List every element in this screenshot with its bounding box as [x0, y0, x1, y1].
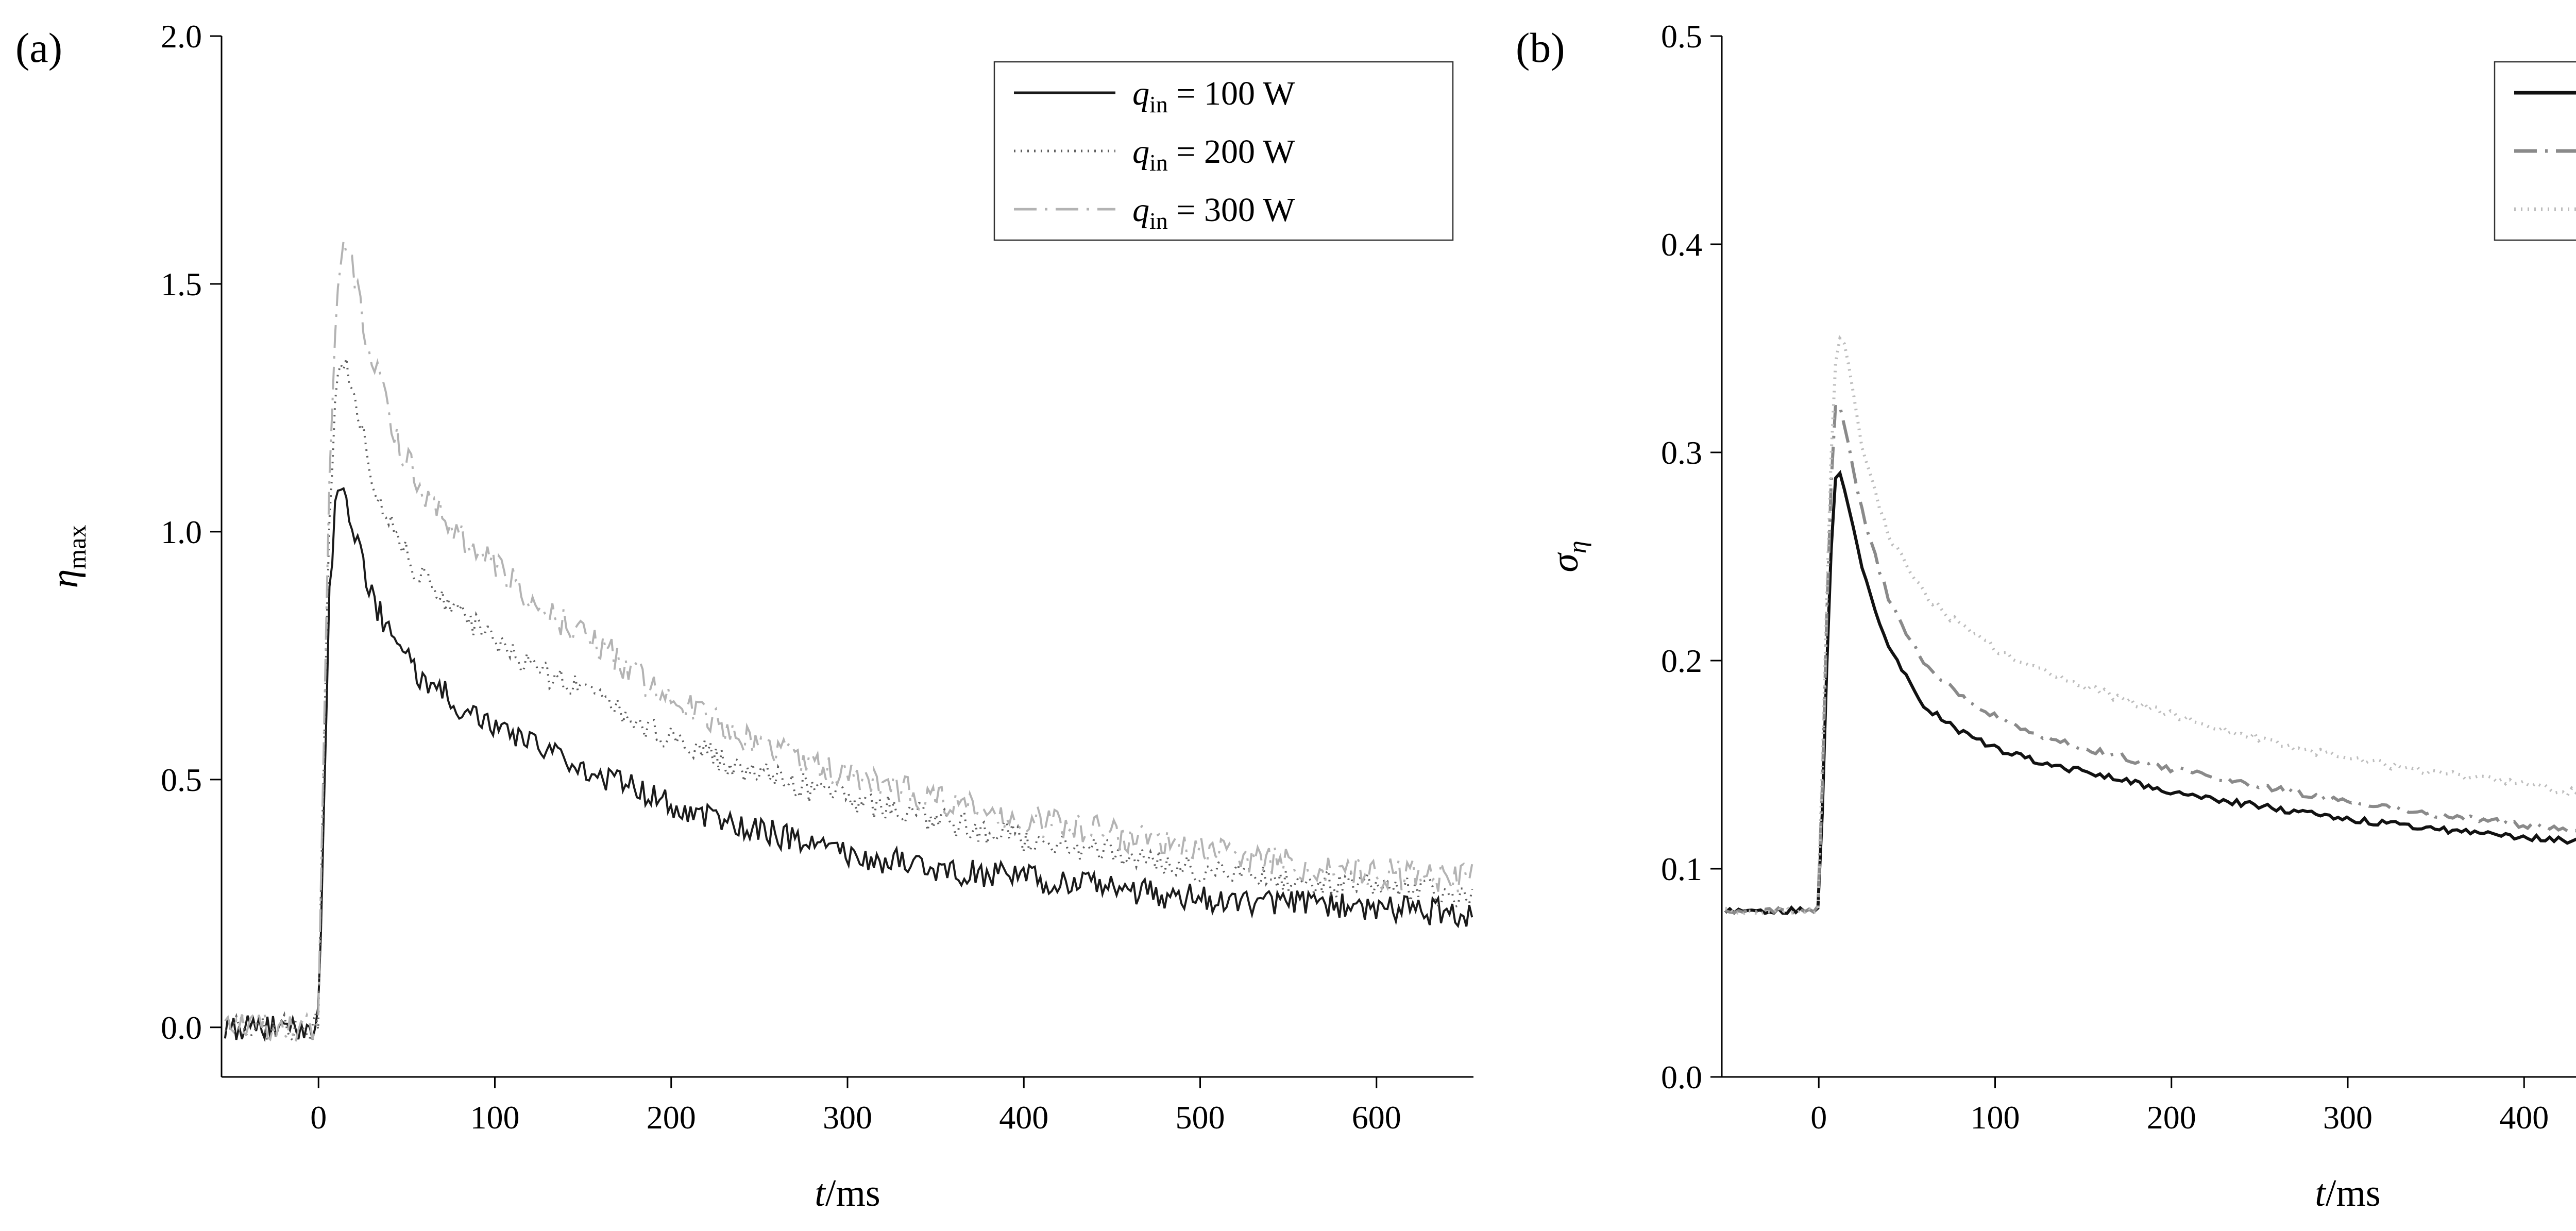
y-tick-label: 0.0: [1661, 1059, 1702, 1095]
x-tick-label: 600: [1352, 1099, 1401, 1136]
legend-item: qin = 100 W: [2514, 91, 2576, 95]
x-tick-label: 200: [647, 1099, 696, 1136]
series-q-in-200-w: [1724, 402, 2576, 915]
y-tick-label: 0.2: [1661, 643, 1702, 679]
legend-label: qin = 100 W: [1132, 75, 1295, 117]
x-tick-label: 0: [310, 1099, 327, 1136]
y-tick-label: 0.1: [1661, 851, 1702, 887]
y-tick-label: 0.0: [161, 1009, 202, 1046]
y-tick-label: 1.0: [161, 514, 202, 550]
series-q-in-100-w: [224, 487, 1473, 1042]
legend-item: qin = 300 W: [1014, 191, 1295, 234]
legend-label: qin = 300 W: [1132, 191, 1295, 234]
y-tick-label: 0.4: [1661, 226, 1702, 263]
legend: qin = 100 W qin = 200 W qin = 300 W: [993, 61, 1454, 241]
panel-b-plot: 01002003004005006000.00.10.20.30.40.5(b)…: [1516, 18, 2576, 1215]
x-axis-label: t/ms: [815, 1172, 880, 1215]
x-tick-label: 100: [470, 1099, 519, 1136]
y-tick-label: 0.5: [161, 762, 202, 798]
y-tick-label: 0.3: [1661, 434, 1702, 471]
legend-label: qin = 200 W: [1132, 133, 1295, 176]
x-tick-label: 300: [2323, 1099, 2372, 1136]
panel-label: (a): [15, 24, 62, 71]
y-tick-label: 0.5: [1661, 18, 1702, 55]
x-tick-label: 300: [823, 1099, 872, 1136]
series-q-in-300-w: [1725, 334, 2576, 916]
panel-label: (b): [1516, 24, 1565, 71]
y-tick-label: 1.5: [161, 266, 202, 302]
x-tick-label: 400: [2499, 1099, 2549, 1136]
y-axis-label: ηmax: [44, 525, 91, 588]
panel-a-plot: 0 100 200 300 400 500 600 0.0 0.5 1.0 1.5 2.0 (a) t/m…: [15, 18, 1473, 1215]
x-tick-label: 100: [1970, 1099, 2020, 1136]
legend-item: qin = 200 W: [2514, 149, 2576, 153]
y-axis-label: ση: [1544, 541, 1591, 572]
x-tick-label: 200: [2147, 1099, 2196, 1136]
x-tick-label: 400: [999, 1099, 1048, 1136]
x-tick-label: 500: [1176, 1099, 1225, 1136]
series-q-in-100-w: [1724, 469, 2576, 915]
x-tick-label: 0: [1810, 1099, 1827, 1136]
y-tick-label: 2.0: [161, 18, 202, 55]
series-q-in-300-w: [224, 241, 1473, 1047]
legend-item: qin = 100 W: [1014, 75, 1295, 117]
x-axis-label: t/ms: [2315, 1172, 2380, 1215]
series-q-in-200-w: [224, 358, 1473, 1042]
legend-item: qin = 200 W: [1014, 133, 1295, 176]
